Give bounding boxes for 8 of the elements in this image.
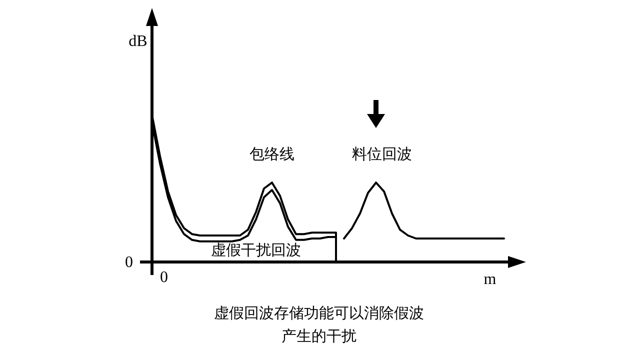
annotation: 料位回波 [352, 145, 412, 163]
annotation: 虚假干扰回波 [211, 241, 301, 259]
text: 0 [125, 254, 133, 271]
y-axis-title: dB [128, 33, 148, 50]
text: 0 [160, 269, 168, 286]
annotation: 包络线 [250, 145, 294, 163]
text: 虚假回波存储功能可以消除假波产生的干扰 [213, 303, 425, 347]
x-axis-title: m [484, 271, 497, 288]
